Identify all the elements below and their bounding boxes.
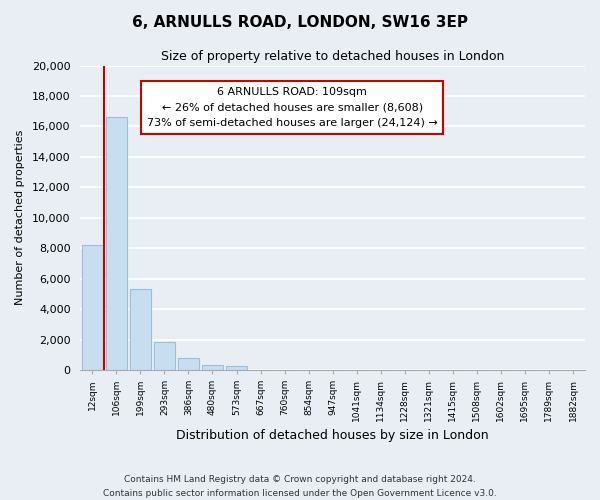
Bar [202,366,223,370]
Y-axis label: Number of detached properties: Number of detached properties [15,130,25,306]
Text: Contains HM Land Registry data © Crown copyright and database right 2024.
Contai: Contains HM Land Registry data © Crown c… [103,476,497,498]
Bar [178,358,199,370]
X-axis label: Distribution of detached houses by size in London: Distribution of detached houses by size … [176,430,489,442]
Bar [154,342,175,370]
Text: 6, ARNULLS ROAD, LONDON, SW16 3EP: 6, ARNULLS ROAD, LONDON, SW16 3EP [132,15,468,30]
Bar [130,290,151,370]
Text: 6 ARNULLS ROAD: 109sqm
← 26% of detached houses are smaller (8,608)
73% of semi-: 6 ARNULLS ROAD: 109sqm ← 26% of detached… [147,87,437,128]
Bar [226,366,247,370]
Bar [106,118,127,370]
Bar [82,245,103,370]
Title: Size of property relative to detached houses in London: Size of property relative to detached ho… [161,50,505,63]
